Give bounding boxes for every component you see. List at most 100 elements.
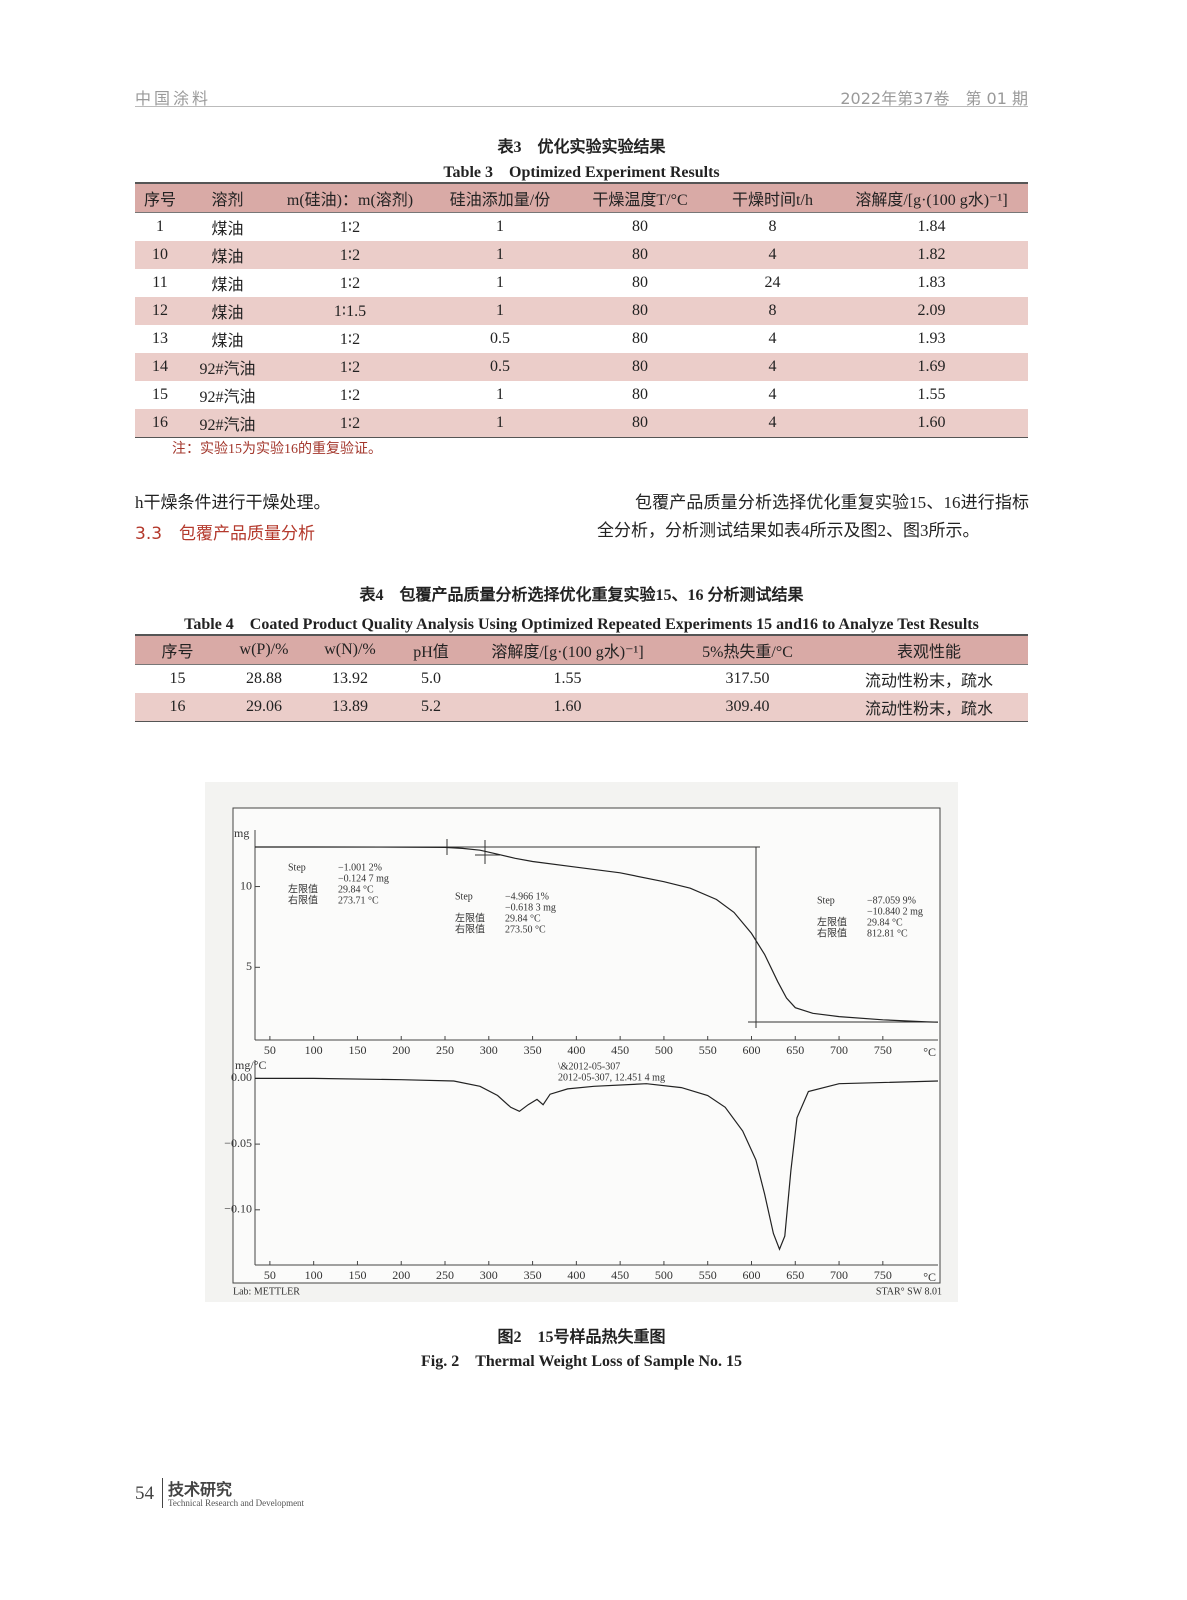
x-tick-label: 450 [611, 1268, 629, 1282]
column-header: 溶解度/[g·(100 g水)⁻¹] [835, 182, 1028, 213]
header-row: 序号 溶剂 m(硅油)：m(溶剂) 硅油添加量/份 干燥温度T/°C 干燥时间t/h 溶解度… [135, 182, 1028, 213]
column-header: w(N)/% [308, 634, 392, 665]
table-cell: 80 [632, 330, 648, 347]
table-cell: 80 [632, 386, 648, 403]
table-cell: 1.60 [470, 693, 665, 722]
x-tick-label: 700 [830, 1268, 848, 1282]
x-tick-label: 100 [305, 1268, 323, 1282]
x-axis-unit: °C [923, 1045, 936, 1059]
body-text-right: 包覆产品质量分析选择优化重复实验15、16进行指标全分析，分析测试结果如表4所示… [597, 493, 1029, 540]
table-cell: 8 [710, 297, 835, 325]
column-header: m(硅油)：m(溶剂) [270, 182, 430, 213]
dtg-annotation: \&2012-05-307 [558, 1061, 620, 1072]
step-annotation: 273.71 °C [338, 895, 379, 906]
step-annotation: 右限值 [288, 893, 318, 906]
step-annotation: 右限值 [817, 926, 847, 939]
step-annotation: 29.84 °C [338, 884, 374, 895]
step-annotation: 右限值 [455, 922, 485, 935]
x-tick-label: 450 [611, 1043, 629, 1057]
step-annotation: −87.059 9% [867, 895, 916, 906]
step-annotation: 左限值 [288, 882, 318, 895]
x-tick-label: 150 [348, 1268, 366, 1282]
table-cell: 92#汽油 [185, 409, 270, 438]
table-cell: 80 [570, 353, 710, 381]
table-cell: 煤油 [211, 221, 244, 238]
table-cell: 1.60 [835, 409, 1028, 438]
table-cell: 92#汽油 [199, 389, 256, 406]
step-annotation: Step [817, 895, 835, 906]
step-annotation: −10.840 2 mg [867, 906, 923, 917]
table-cell: 1 [496, 386, 504, 403]
step-annotation: 左限值 [817, 915, 847, 928]
y-axis-label: mg [234, 826, 249, 840]
table-cell: 12 [135, 297, 185, 325]
table-row: 15 92#汽油 1∶2 1 80 4 1.55 [135, 381, 1028, 409]
x-tick-label: 550 [699, 1268, 717, 1282]
table-cell: 80 [632, 274, 648, 291]
column-header: 序号 [135, 182, 185, 213]
figure-caption-en: Fig. 2 Thermal Weight Loss of Sample No.… [420, 1353, 743, 1370]
x-tick-label: 650 [786, 1043, 804, 1057]
table-cell: 1 [496, 218, 504, 235]
table4-title-cn: 表4 包覆产品质量分析选择优化重复实验15、16 分析测试结果 [359, 587, 804, 604]
y-axis-label: mg/°C [235, 1058, 266, 1072]
step-annotation: 273.50 °C [505, 924, 546, 935]
table-cell: 317.50 [725, 670, 770, 687]
step-annotation: −4.966 1% [505, 891, 549, 902]
table-cell: 1∶1.5 [270, 297, 430, 325]
table-cell: 309.40 [665, 693, 830, 722]
table-cell: 28.88 [246, 670, 282, 687]
table-cell: 13.92 [332, 670, 368, 687]
x-tick-label: 600 [742, 1043, 760, 1057]
table-cell: 0.5 [430, 353, 570, 381]
table-cell: 1∶2 [270, 409, 430, 438]
table-cell: 煤油 [211, 277, 244, 294]
header-row: 序号 w(P)/% w(N)/% pH值 溶解度/[g·(100 g水)⁻¹] 5%热失重… [135, 634, 1028, 665]
table-cell: 1∶2 [339, 219, 361, 236]
column-header: 干燥时间t/h [710, 182, 835, 213]
table-cell: 1 [430, 409, 570, 438]
x-tick-label: 100 [305, 1043, 323, 1057]
table-cell: 4 [710, 353, 835, 381]
x-tick-label: 300 [480, 1268, 498, 1282]
table-cell: 1 [496, 274, 504, 291]
section-heading: 3.3 包覆产品质量分析 [135, 524, 316, 544]
column-header: 序号 [135, 634, 220, 665]
table-cell: 1.84 [917, 218, 946, 235]
table-cell: 4 [768, 386, 777, 403]
step-annotation: −1.001 2% [338, 862, 382, 873]
table4-title-en: Table 4 Coated Product Quality Analysis … [184, 616, 979, 633]
x-tick-label: 350 [524, 1043, 542, 1057]
step-annotation: 812.81 °C [867, 928, 908, 939]
x-tick-label: 650 [786, 1268, 804, 1282]
column-header: 5%热失重/°C [665, 634, 830, 665]
table-cell: 2.09 [835, 297, 1028, 325]
step-annotation: Step [455, 891, 473, 902]
table-cell: 1.55 [553, 670, 582, 687]
page-number: 54 [135, 1483, 154, 1504]
plot-frame [232, 807, 941, 1284]
table-cell: 80 [632, 218, 648, 235]
column-header: 表观性能 [830, 634, 1028, 665]
table-cell: 4 [768, 330, 777, 347]
step-annotation: 29.84 °C [867, 917, 903, 928]
table-cell: 1.55 [917, 386, 946, 403]
table-cell: 1.69 [835, 353, 1028, 381]
table3-note: 注：实验15为实验16的重复验证。 [172, 442, 382, 457]
y-tick-label: −0.10 [224, 1202, 252, 1216]
column-header: pH值 [392, 634, 470, 665]
table-cell: 14 [135, 353, 185, 381]
step-annotation: 左限值 [455, 911, 485, 924]
table3-title-en: Table 3 Optimized Experiment Results [443, 164, 720, 181]
table-cell: 煤油 [185, 241, 270, 269]
table-cell: 80 [570, 241, 710, 269]
x-tick-label: 250 [436, 1268, 454, 1282]
x-axis-unit: °C [923, 1270, 936, 1284]
table-cell: 0.5 [490, 330, 510, 347]
x-tick-label: 600 [742, 1268, 760, 1282]
table-cell: 92#汽油 [185, 353, 270, 381]
issue-info: 2022年第37卷 第 01 期 [840, 89, 1028, 108]
table-row: 13 煤油 1∶2 0.5 80 4 1.93 [135, 325, 1028, 353]
figure-caption-cn: 图2 15号样品热失重图 [497, 1329, 666, 1346]
